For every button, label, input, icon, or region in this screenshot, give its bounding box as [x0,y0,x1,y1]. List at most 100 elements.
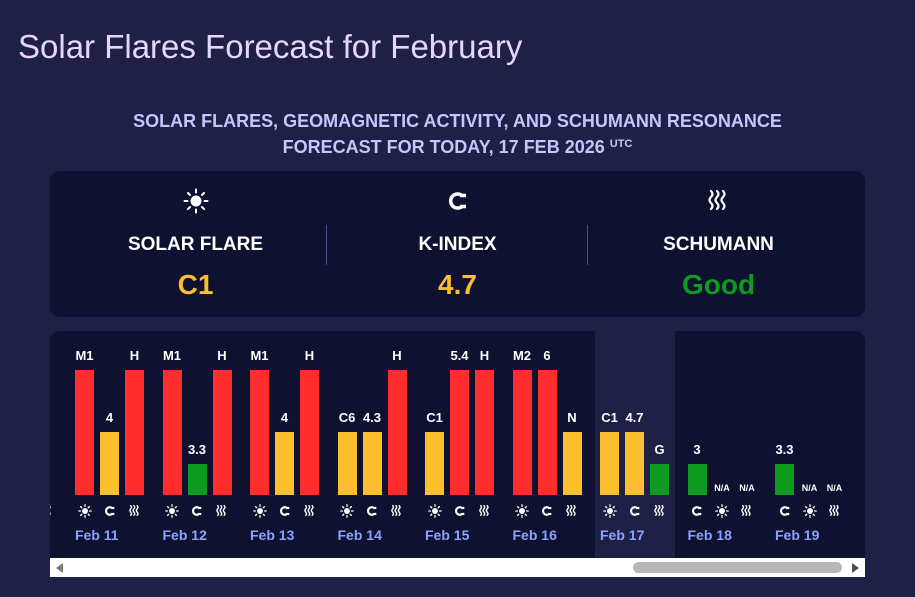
magnet-icon [275,504,294,518]
day-6-flare-bar [512,370,532,495]
day-2-date-label: Feb 12 [162,527,207,543]
day-4-schumann-bar [387,370,407,495]
solar-flare-label: SOLAR FLARE [127,234,264,255]
k-index-label: K-INDEX [418,234,497,255]
day-2-flare-label: M1 [162,348,182,363]
scrollbar-thumb[interactable] [633,562,842,573]
day-1-k-bar [100,432,119,495]
day-3-flare-bar [250,370,269,495]
schumann-value: Good [681,269,756,300]
sun-icon [513,504,532,518]
day-3-date-label: Feb 13 [250,527,295,543]
sun-icon [338,504,357,518]
utc-label: UTC [609,138,633,150]
divider [326,225,327,265]
subtitle-line-2: FORECAST FOR TODAY, 17 FEB 2026 UTC [60,134,855,160]
day-8-flare-label: 3 [693,442,701,457]
day-7-schumann-bar [650,464,669,495]
day-6-schumann-bar [562,432,582,495]
day-5-flare-label: C1 [426,410,443,425]
day-7-k-label: 4.7 [625,410,644,425]
waves-icon [563,504,582,518]
day-5-date-label: Feb 15 [425,527,470,543]
solar-flare-value: C1 [177,269,214,300]
day-7-flare-label: C1 [601,410,618,425]
magnet-icon [363,504,382,518]
magnet-icon [688,504,707,518]
waves-icon [388,504,407,518]
day-3-k-bar [275,432,294,495]
day-1-schumann-label: H [129,348,140,363]
waves-icon [50,504,57,518]
day-5-flare-bar [425,432,444,495]
day-3-schumann-bar [300,370,319,495]
k-index-value: 4.7 [438,269,477,300]
day-6-date-label: Feb 16 [512,527,557,543]
day-3-k-label: 4 [280,410,289,425]
day-2-k-bar [187,464,207,495]
day-1-k-label: 4 [105,410,114,425]
day-8-flare-bar [687,464,707,495]
daily-forecast-strip[interactable]: H M1 4 H Feb 11 M1 3.3 H Feb 12 M1 4 H Feb 13 C6 4.3 H F… [50,331,865,577]
day-2-flare-bar [162,370,182,495]
daily-forecast-scroll-area[interactable]: H M1 4 H Feb 11 M1 3.3 H Feb 12 M1 4 H Feb 13 C6 4.3 H F… [50,331,865,558]
subtitle-line-1: SOLAR FLARES, GEOMAGNETIC ACTIVITY, AND … [133,111,782,131]
scroll-right-arrow-icon[interactable] [852,563,859,573]
day-8-date-label: Feb 18 [687,527,732,543]
magnet-icon [538,504,557,518]
scroll-left-arrow-icon[interactable] [56,563,63,573]
day-4-flare-label: C6 [338,410,356,425]
day-2-schumann-label: H [217,348,227,363]
day-6-k-label: 6 [543,348,551,363]
day-8-schumann-label: N/A [739,483,755,493]
day-6-k-bar [537,370,557,495]
day-4-schumann-label: H [392,348,402,363]
magnet-icon [322,188,593,214]
magnet-icon [450,504,469,518]
waves-icon [125,504,144,518]
sun-icon [713,504,732,518]
day-7-date-label: Feb 17 [600,527,645,543]
waves-icon [300,504,319,518]
day-6-flare-label: M2 [512,348,532,363]
sun-icon [800,504,819,518]
waves-icon [213,504,232,518]
day-4-date-label: Feb 14 [337,527,382,543]
day-1-date-label: Feb 11 [75,527,119,543]
magnet-icon [100,504,119,518]
waves-icon [475,504,494,518]
forecast-subtitle: SOLAR FLARES, GEOMAGNETIC ACTIVITY, AND … [60,108,855,160]
day-5-schumann-bar [475,370,494,495]
today-summary-panel: SOLAR FLARE C1 K-INDEX 4.7 SCHUMANN [50,171,865,317]
divider [587,225,588,265]
day-5-k-label: 5.4 [450,348,469,363]
sun-icon [600,504,619,518]
day-3-schumann-label: H [304,348,315,363]
day-3-flare-label: M1 [250,348,269,363]
day-6-schumann-label: N [567,410,577,425]
day-9-date-label: Feb 19 [775,527,820,543]
day-4-k-label: 4.3 [362,410,382,425]
day-2-schumann-bar [212,370,232,495]
solar-flare-summary: SOLAR FLARE C1 [60,171,331,317]
day-4-k-bar [362,432,382,495]
waves-icon [738,504,757,518]
day-7-k-bar [625,432,644,495]
sun-icon [425,504,444,518]
day-5-schumann-label: H [479,348,490,363]
magnet-icon [188,504,207,518]
day-1-schumann-bar [125,370,144,495]
magnet-icon [775,504,794,518]
schumann-label: SCHUMANN [663,234,774,255]
waves-icon [650,504,669,518]
waves-icon [825,504,844,518]
waves-icon [583,188,854,214]
sun-icon [163,504,182,518]
day-9-flare-bar [775,464,794,495]
day-7-schumann-label: G [654,442,665,457]
day-5-k-bar [450,370,469,495]
sun-icon [60,188,331,214]
day-7-flare-bar [600,432,619,495]
day-2-k-label: 3.3 [187,442,207,457]
horizontal-scrollbar[interactable] [50,558,865,577]
